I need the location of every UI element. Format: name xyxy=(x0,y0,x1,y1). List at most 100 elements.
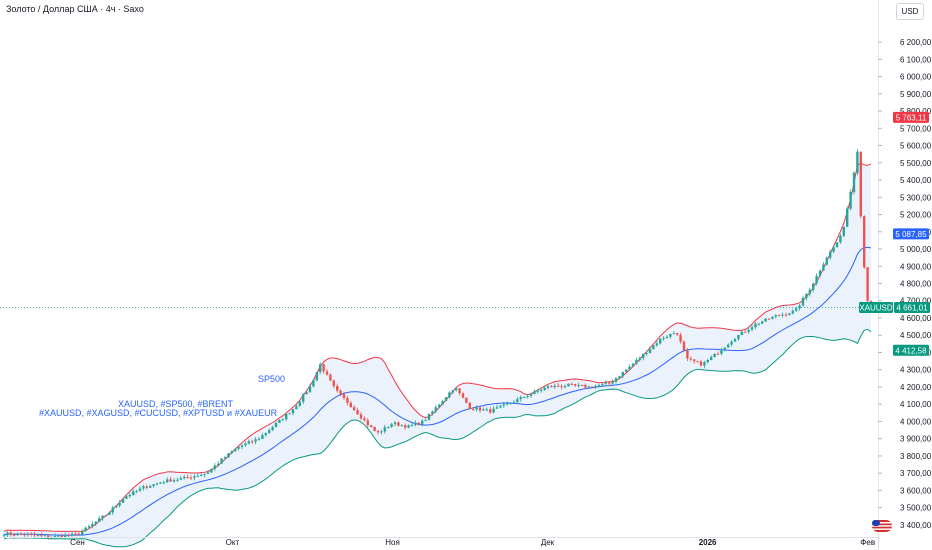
candle xyxy=(818,269,822,278)
candle xyxy=(866,267,869,302)
symbol-tag: XAUUSD xyxy=(859,302,893,313)
candle xyxy=(798,304,801,311)
candle xyxy=(128,492,131,498)
price-axis[interactable]: 3 400,00 3 500,00 3 600,00 3 700,00 3 800,00… xyxy=(878,0,932,550)
candle xyxy=(781,312,784,318)
candle xyxy=(223,455,227,461)
y-tick-label: 3 500,00 xyxy=(900,504,932,513)
candle xyxy=(631,362,635,367)
candle xyxy=(359,412,363,421)
x-tick-label: Дек xyxy=(541,538,555,547)
candle xyxy=(642,353,645,361)
candle xyxy=(461,392,465,399)
y-tick-label: 5 400,00 xyxy=(900,176,932,185)
candle xyxy=(74,531,77,536)
candle xyxy=(64,532,67,540)
candle xyxy=(540,387,543,393)
candle xyxy=(23,532,26,537)
y-tick-label: 5 900,00 xyxy=(900,90,932,99)
candle xyxy=(230,450,233,454)
annotation-sp500: SP500 xyxy=(258,374,286,384)
candle xyxy=(472,407,475,412)
candle xyxy=(13,532,16,537)
candle xyxy=(26,531,29,537)
y-tick-label: 4 500,00 xyxy=(900,331,932,340)
candle xyxy=(846,206,849,227)
candle xyxy=(458,388,461,396)
currency-button[interactable]: USD xyxy=(896,3,924,20)
candle xyxy=(455,387,458,392)
candle xyxy=(322,363,325,374)
candle xyxy=(53,533,57,540)
candle xyxy=(856,149,859,176)
last-price-tag-text: 4 661,01 xyxy=(896,304,928,313)
candle xyxy=(614,377,618,384)
candle xyxy=(346,395,349,406)
candle xyxy=(485,407,488,412)
candle xyxy=(70,532,74,537)
candle xyxy=(356,407,359,415)
candle xyxy=(315,371,318,381)
candle xyxy=(43,534,46,537)
y-tick-label: 4 000,00 xyxy=(900,418,932,427)
candle xyxy=(353,405,356,411)
upper-band-tag-text: 5 763,11 xyxy=(896,113,927,122)
candle xyxy=(676,332,679,336)
candle xyxy=(84,526,87,532)
candle xyxy=(291,409,295,416)
candle xyxy=(778,314,781,317)
candle xyxy=(665,334,669,339)
candle xyxy=(526,394,529,399)
candle xyxy=(414,420,417,427)
candle xyxy=(448,391,451,399)
candle xyxy=(67,533,70,538)
time-axis[interactable]: Сен Окт Ноя Дек 2026 Фев xyxy=(0,537,878,548)
candle xyxy=(713,353,716,358)
last-price-tag: 4 661,01 xyxy=(894,302,930,313)
candle xyxy=(111,505,114,515)
middle-band-tag: 5 087,85 xyxy=(893,228,929,240)
candle xyxy=(264,432,267,437)
candle xyxy=(135,489,138,494)
middle-band-line xyxy=(3,246,872,536)
candle xyxy=(849,189,852,211)
candle xyxy=(519,395,522,402)
lower-band-tag: 4 412,58 xyxy=(893,344,929,356)
candle xyxy=(33,531,36,538)
candle xyxy=(492,406,495,414)
y-tick-label: 6 200,00 xyxy=(900,38,932,47)
candle xyxy=(662,335,665,341)
y-tick-label: 5 300,00 xyxy=(900,193,932,202)
candle xyxy=(390,422,393,428)
candle xyxy=(628,364,631,371)
y-tick-label: 4 900,00 xyxy=(900,262,932,271)
candle xyxy=(618,376,621,379)
candle xyxy=(98,515,101,523)
upper-band-line xyxy=(3,162,872,532)
candle xyxy=(720,347,723,356)
candle xyxy=(424,418,427,422)
y-tick-label: 3 700,00 xyxy=(900,469,932,478)
candle xyxy=(421,419,424,427)
candle xyxy=(2,533,6,538)
candle xyxy=(495,404,499,409)
candle xyxy=(509,402,512,405)
candle xyxy=(227,452,230,459)
candle xyxy=(149,484,152,488)
candle xyxy=(240,444,244,450)
us-flag-icon[interactable] xyxy=(872,520,892,532)
candle xyxy=(696,360,699,363)
candle xyxy=(451,389,454,395)
candle xyxy=(478,406,482,413)
candle xyxy=(281,418,284,421)
candle xyxy=(679,332,682,344)
y-tick-label: 6 100,00 xyxy=(900,55,932,64)
candle xyxy=(162,480,165,485)
candle xyxy=(434,404,437,414)
candle xyxy=(529,392,533,398)
y-tick-label: 3 400,00 xyxy=(900,521,932,530)
candle xyxy=(118,500,121,508)
candle xyxy=(410,423,414,427)
y-tick-label: 3 900,00 xyxy=(900,435,932,444)
